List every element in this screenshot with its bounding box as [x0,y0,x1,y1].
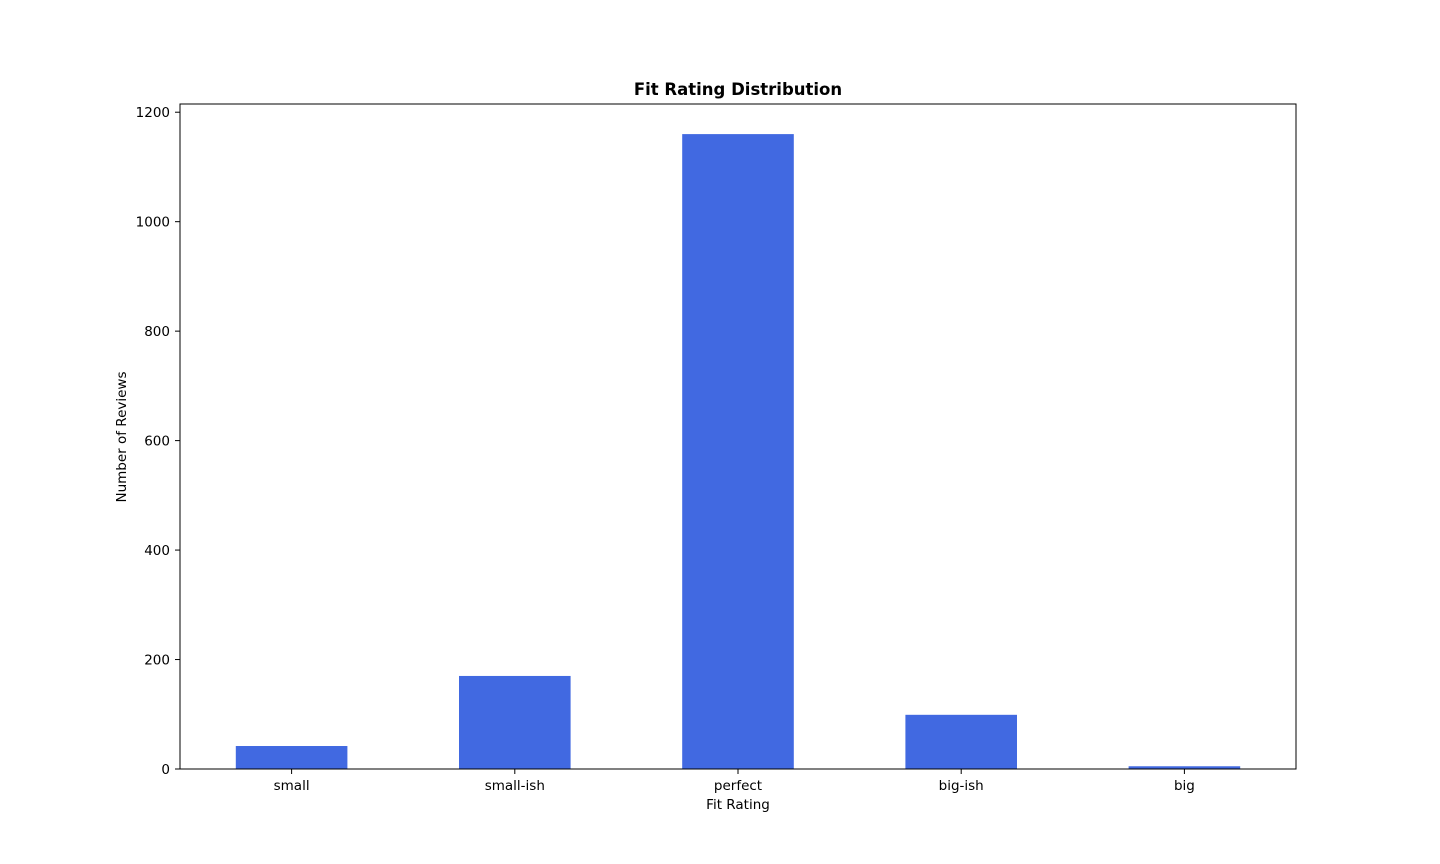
chart-title: Fit Rating Distribution [634,80,842,99]
x-tick-label: small [274,778,310,794]
plot-area-frame [179,103,1297,770]
x-tick-label: big-ish [939,778,984,794]
y-tick-label: 1000 [136,215,170,231]
y-axis-label: Number of Reviews [114,371,130,502]
y-tick-label: 600 [144,434,170,450]
bars-group [235,134,1241,770]
x-tick-label: perfect [714,778,762,794]
y-tick-label: 800 [144,324,170,340]
x-tick-label: small-ish [485,778,545,794]
x-tick-label: big [1174,778,1195,794]
bar-small [235,746,348,769]
x-axis-ticks: small small-ish perfect big-ish big [274,769,1195,794]
y-tick-label: 0 [161,762,170,778]
y-tick-label: 200 [144,653,170,669]
bar-small-ish [459,675,571,769]
y-tick-label: 400 [144,543,170,559]
x-axis-label: Fit Rating [706,797,770,813]
bar-big [1128,766,1241,769]
bar-big-ish [905,714,1017,769]
y-tick-label: 1200 [136,105,170,121]
bar-perfect [682,134,794,770]
y-axis-ticks: 0 200 400 600 800 1000 1200 [136,105,180,778]
